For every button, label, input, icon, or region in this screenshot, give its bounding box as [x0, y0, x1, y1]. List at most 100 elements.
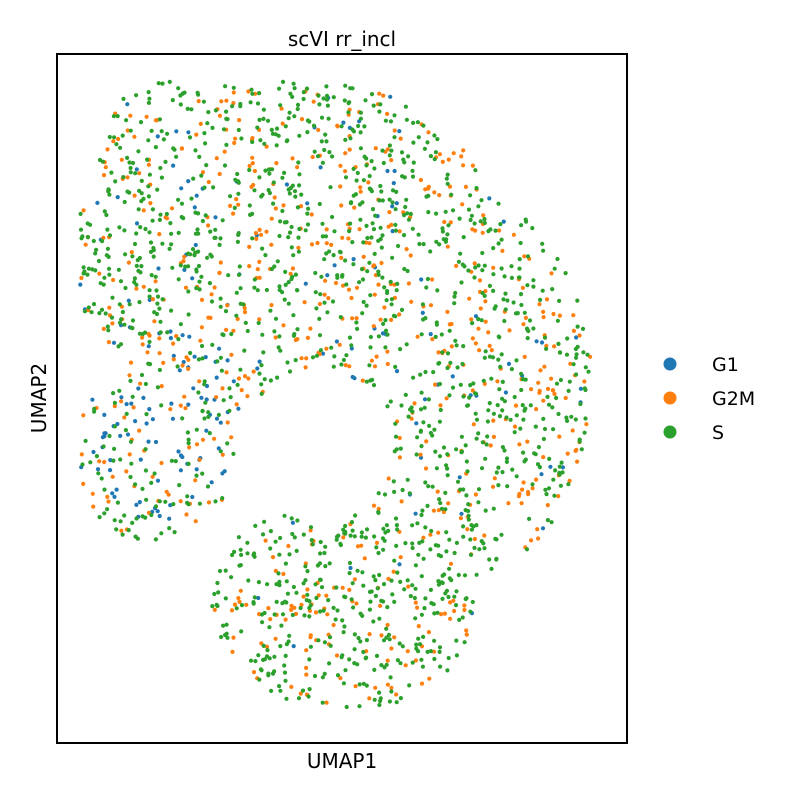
scatter-point-g1 — [134, 167, 139, 172]
scatter-point-s — [160, 241, 165, 246]
scatter-point-g2m — [403, 663, 408, 668]
scatter-point-s — [405, 578, 410, 583]
scatter-point-s — [452, 294, 457, 299]
scatter-point-s — [476, 317, 481, 322]
scatter-point-s — [224, 631, 229, 636]
scatter-point-s — [452, 594, 457, 599]
scatter-point-s — [437, 497, 442, 502]
scatter-point-g1 — [110, 491, 115, 496]
scatter-point-s — [483, 508, 488, 513]
scatter-point-s — [220, 496, 225, 501]
scatter-point-s — [419, 512, 424, 518]
scatter-point-g1 — [186, 179, 191, 184]
scatter-point-s — [272, 654, 277, 659]
scatter-point-s — [125, 189, 130, 194]
scatter-point-s — [494, 557, 499, 562]
scatter-point-g2m — [513, 403, 519, 408]
scatter-point-s — [426, 397, 431, 402]
scatter-point-s — [512, 394, 517, 400]
scatter-point-s — [557, 472, 562, 477]
scatter-point-g2m — [398, 136, 403, 141]
scatter-point-s — [441, 445, 447, 450]
scatter-point-g2m — [322, 292, 327, 297]
scatter-point-s — [491, 272, 496, 277]
scatter-point-s — [127, 160, 132, 165]
scatter-point-g2m — [310, 154, 315, 160]
scatter-point-s — [200, 471, 205, 476]
scatter-point-s — [118, 457, 123, 462]
scatter-point-s — [267, 171, 272, 176]
scatter-point-s — [545, 518, 551, 523]
scatter-point-s — [376, 272, 381, 277]
scatter-point-s — [501, 297, 506, 302]
scatter-point-s — [514, 358, 519, 363]
scatter-point-g2m — [367, 241, 372, 246]
scatter-point-g1 — [225, 358, 230, 363]
scatter-point-s — [122, 322, 127, 327]
scatter-point-s — [504, 415, 509, 420]
scatter-point-s — [88, 460, 93, 465]
scatter-point-s — [371, 103, 376, 108]
scatter-point-s — [494, 470, 499, 475]
scatter-point-g2m — [127, 452, 132, 457]
scatter-point-s — [143, 468, 148, 473]
scatter-point-g2m — [272, 195, 277, 200]
scatter-point-s — [585, 352, 590, 357]
scatter-point-s — [355, 568, 360, 573]
scatter-point-g2m — [544, 297, 550, 302]
scatter-point-g2m — [447, 184, 453, 189]
scatter-point-g1 — [388, 94, 393, 99]
scatter-point-s — [435, 288, 440, 293]
scatter-point-s — [349, 597, 354, 602]
scatter-point-g2m — [491, 418, 496, 423]
scatter-point-s — [237, 264, 242, 269]
scatter-point-g2m — [413, 658, 419, 663]
scatter-point-s — [297, 172, 302, 177]
scatter-point-g2m — [458, 516, 463, 521]
scatter-point-g2m — [526, 489, 531, 495]
scatter-point-g2m — [534, 407, 539, 412]
scatter-point-s — [246, 578, 251, 583]
scatter-point-s — [369, 189, 374, 194]
scatter-point-g2m — [406, 584, 411, 589]
scatter-point-s — [261, 657, 266, 663]
scatter-point-s — [418, 428, 423, 433]
scatter-point-s — [236, 127, 241, 133]
scatter-point-g2m — [451, 598, 456, 603]
scatter-point-s — [169, 458, 174, 463]
scatter-point-s — [544, 346, 549, 351]
scatter-point-s — [277, 684, 282, 689]
scatter-point-g2m — [288, 271, 293, 276]
scatter-point-s — [274, 582, 279, 587]
scatter-point-s — [552, 266, 557, 271]
scatter-point-s — [411, 120, 416, 125]
scatter-point-s — [330, 154, 335, 159]
scatter-point-g2m — [431, 508, 436, 513]
scatter-point-s — [130, 326, 135, 331]
scatter-point-s — [319, 139, 324, 144]
scatter-point-g2m — [438, 403, 443, 408]
scatter-point-s — [405, 268, 410, 274]
scatter-point-s — [224, 622, 229, 627]
scatter-point-s — [354, 178, 359, 183]
scatter-point-s — [369, 92, 375, 97]
scatter-point-g2m — [428, 303, 434, 308]
scatter-point-s — [286, 116, 291, 121]
scatter-point-g2m — [331, 622, 336, 628]
scatter-point-s — [383, 318, 388, 323]
scatter-point-s — [453, 603, 459, 608]
scatter-point-g1 — [180, 333, 185, 338]
scatter-point-s — [206, 110, 211, 115]
scatter-point-s — [293, 194, 298, 199]
scatter-point-g2m — [349, 295, 354, 301]
scatter-point-g2m — [196, 99, 201, 104]
scatter-point-g2m — [178, 499, 183, 504]
scatter-point-g1 — [170, 416, 175, 421]
scatter-point-s — [153, 504, 159, 509]
scatter-point-s — [586, 369, 591, 374]
scatter-point-g2m — [520, 285, 526, 290]
scatter-point-s — [283, 653, 288, 659]
scatter-point-g2m — [470, 388, 475, 393]
scatter-point-s — [500, 408, 505, 413]
scatter-point-s — [317, 201, 322, 207]
